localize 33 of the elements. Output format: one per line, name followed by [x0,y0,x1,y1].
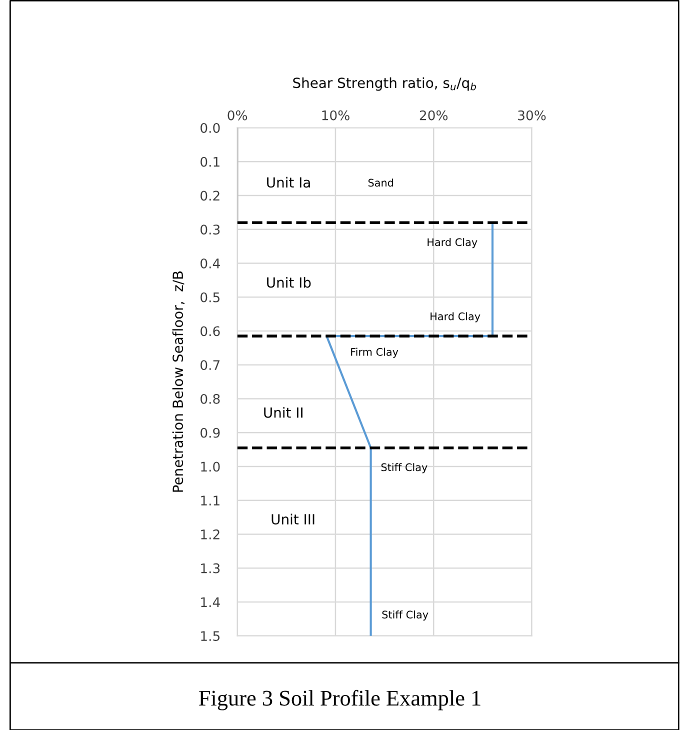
y-tick-label: 0.1 [200,156,220,167]
annotation: Firm Clay [351,348,398,358]
x-tick-label: 10% [322,110,350,120]
y-tick-label: 1.5 [201,631,220,642]
y-tick-label: 0.4 [200,258,220,268]
y-tick-label: 0.6 [200,326,220,336]
y-tick-label: 1.2 [201,529,220,540]
y-tick-label: 1.0 [201,462,220,472]
y-tick-label: 0.9 [200,428,220,438]
y-tick-label: 1.4 [201,597,220,607]
annotation: Hard Clay [428,238,478,248]
x-tick-label: 0% [228,110,248,120]
annotation: Sand [368,178,394,187]
x-tick-label: 20% [420,110,448,120]
annotation: Unit III [272,514,314,525]
y-tick-label: 0.8 [200,394,220,404]
y-axis-title: Penetration Below Seafloor, z/B [172,271,185,492]
annotation: Hard Clay [430,312,480,322]
annotation: Stiff Clay [381,463,428,474]
x-axis-title: Shear Strength ratio, s$_{u}$/q$_{b}$ [293,77,476,91]
y-tick-label: 1.1 [201,496,220,506]
annotation: Unit II [264,407,302,418]
annotation: Unit Ib [267,277,311,288]
y-tick-label: 0.3 [200,224,220,235]
annotation: Stiff Clay [382,610,428,621]
y-tick-label: 0.2 [200,190,220,201]
y-tick-label: 1.3 [201,563,220,574]
annotation: Unit Ia [267,176,310,188]
text: Figure 3 Soil Profile Example 1 [198,690,480,710]
y-tick-label: 0.0 [200,122,220,133]
y-tick-label: 0.7 [200,360,220,370]
y-tick-label: 0.5 [200,292,220,302]
x-tick-label: 30% [518,110,546,120]
